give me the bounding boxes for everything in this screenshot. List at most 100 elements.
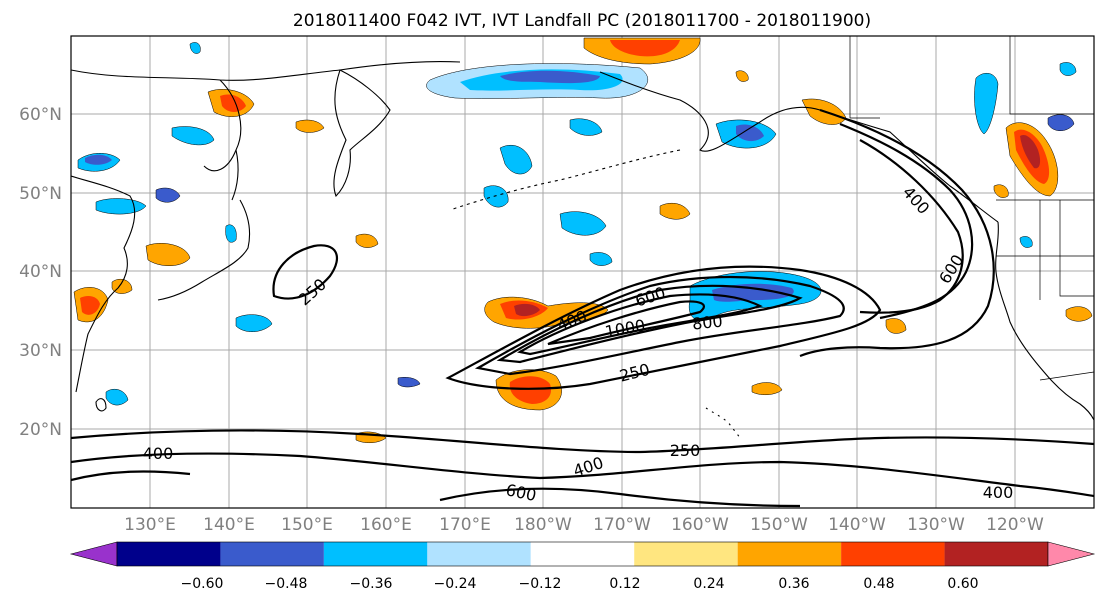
pc-positive-patch [220,94,246,112]
pc-positive-patch [295,119,325,133]
colorbar-ticks: −0.60 −0.48 −0.36 −0.24 −0.12 0.12 0.24 … [181,576,979,592]
colorbar-max-extension [1047,541,1096,567]
lat-label: 50°N [19,184,62,204]
lat-label: 30°N [19,341,62,361]
figure-title: 2018011400 F042 IVT, IVT Landfall PC (20… [293,11,871,31]
colorbar-segment [634,542,738,566]
pc-negative-patch [483,185,509,208]
colorbar-tick-label: 0.36 [778,576,809,592]
longitude-labels: 130°E 140°E 150°E 160°E 170°E 180°W 170°… [124,515,1044,535]
colorbar-tick-label: −0.24 [434,576,477,592]
graticule [71,36,1094,508]
pc-negative-patch [225,224,237,243]
lon-label: 180°W [514,515,572,535]
coastlines [71,36,1094,439]
pc-negative-patch [500,70,600,84]
lon-label: 150°W [750,515,808,535]
pc-positive-patch [509,376,552,404]
border-us-mexico [1039,371,1094,381]
pc-positive-patch [659,203,691,220]
contour-label: 800 [691,311,723,333]
ivt-contour-250-coast [799,108,995,358]
colorbar-tick-label: 0.12 [609,576,640,592]
colorbar-segment [427,542,531,566]
pc-positive-patch [355,233,379,248]
pc-positive-patch [735,70,749,82]
coastline-kamchatka [333,69,391,197]
lon-label: 170°W [593,515,651,535]
pc-negative-patch [397,377,421,388]
colorbar-segment [117,542,221,566]
ivt-contour-250-jet [445,265,882,390]
pc-positive-patch [993,184,1009,198]
contour-label: 250 [670,441,701,460]
lat-label: 40°N [19,262,62,282]
lat-label: 60°N [19,105,62,125]
colorbar-tick-label: 0.60 [947,576,978,592]
ivt-contour-250-west [272,244,338,300]
coastline-korea-china [71,175,136,393]
ivt-contour-400-coast [839,122,974,320]
colorbar-segment [737,542,842,566]
pc-negative-patch [171,126,215,146]
ivt-contours [71,108,1094,508]
coastline-taiwan [95,398,107,412]
colorbar-tick-label: −0.12 [519,576,562,592]
lon-label: 140°E [203,515,255,535]
coastline-sakhalin [231,149,239,201]
lon-label: 130°E [124,515,176,535]
pc-negative-patch [235,314,273,332]
map-panel: 400 600 250 600 400 1000 800 250 250 400… [19,35,1095,535]
lon-label: 120°W [986,515,1044,535]
pc-positive-patch [885,318,907,334]
pc-positive-patch [1020,134,1041,169]
contour-label: 400 [143,444,174,463]
pc-negative-patch [1059,62,1077,76]
pc-negative-patch [1047,114,1075,131]
pc-positive-patch [80,296,100,315]
pc-negative-patch [736,124,764,142]
colorbar-segment [220,542,324,566]
pc-negative-patch [189,42,201,54]
colorbar-tick-label: −0.48 [265,576,308,592]
colorbar-segment [944,542,1048,566]
pc-positive-patch [514,303,540,317]
lat-label: 20°N [19,420,62,440]
ivt-contour-800-jet [516,293,763,356]
coastline-north-america-west [995,221,1094,421]
pc-positive-patch [751,382,783,395]
pc-shading [73,37,1093,443]
latitude-labels: 60°N 50°N 40°N 30°N 20°N [19,105,62,440]
colorbar-segment [841,542,945,566]
lon-label: 150°E [281,515,333,535]
border-alaska-canada [849,36,880,119]
colorbar-tick-label: 0.24 [693,576,724,592]
lon-label: 130°W [907,515,965,535]
ivt-contour-400-jet [474,275,845,376]
colorbar-tick-label: −0.60 [181,576,224,592]
colorbar-segments [116,541,1049,567]
colorbar-min-extension [69,541,118,567]
ivt-contour-600-jet [496,284,803,364]
ivt-contour-1000-jet [547,300,706,346]
contour-label: 400 [983,483,1014,502]
pc-negative-patch [974,72,999,135]
map-frame [70,35,1095,509]
ivt-contour-600-south [439,487,801,508]
colorbar-tick-label: −0.36 [350,576,393,592]
pc-negative-patch [589,252,613,266]
coastline-alaska [599,71,999,223]
pc-negative-patch [569,118,603,136]
pc-positive-patch [1065,306,1093,322]
pc-positive-patch [610,40,680,57]
lon-label: 160°W [671,515,729,535]
ivt-contour-400-southwest [71,470,191,482]
coastline-siberia [71,60,461,81]
coastline-aleutians [449,149,681,211]
pc-negative-patch [1019,236,1033,248]
lon-label: 170°E [439,515,491,535]
lon-label: 160°E [360,515,412,535]
colorbar-segment [323,542,428,566]
colorbar: −0.60 −0.48 −0.36 −0.24 −0.12 0.12 0.24 … [69,541,1096,592]
